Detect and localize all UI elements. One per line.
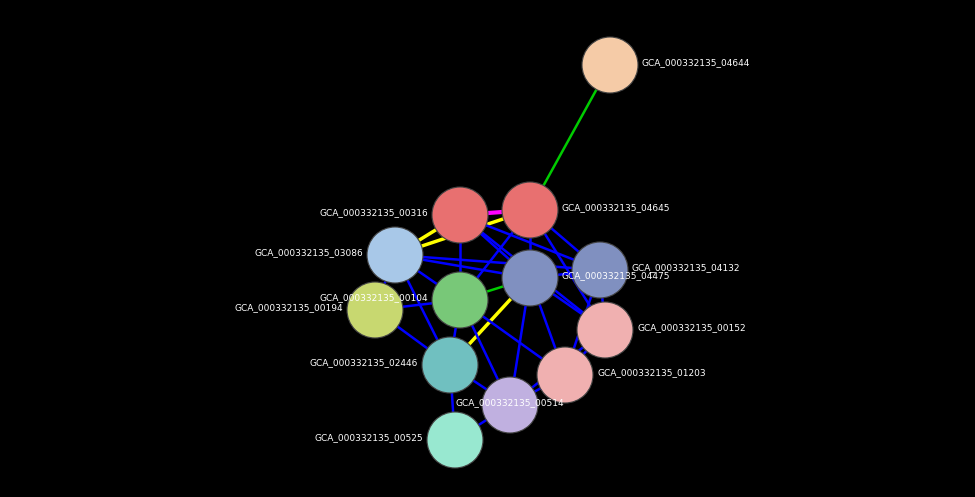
Text: GCA_000332135_00152: GCA_000332135_00152 bbox=[637, 324, 746, 332]
Text: GCA_000332135_00104: GCA_000332135_00104 bbox=[320, 294, 428, 303]
Circle shape bbox=[572, 242, 628, 298]
Text: GCA_000332135_04475: GCA_000332135_04475 bbox=[562, 271, 671, 280]
Circle shape bbox=[422, 337, 478, 393]
Text: GCA_000332135_00316: GCA_000332135_00316 bbox=[319, 209, 428, 218]
Text: GCA_000332135_01203: GCA_000332135_01203 bbox=[597, 368, 706, 378]
Text: GCA_000332135_00525: GCA_000332135_00525 bbox=[314, 433, 423, 442]
Circle shape bbox=[582, 37, 638, 93]
Circle shape bbox=[537, 347, 593, 403]
Circle shape bbox=[347, 282, 403, 338]
Text: GCA_000332135_00514: GCA_000332135_00514 bbox=[455, 399, 565, 408]
Circle shape bbox=[577, 302, 633, 358]
Text: GCA_000332135_02446: GCA_000332135_02446 bbox=[310, 358, 418, 367]
Circle shape bbox=[427, 412, 483, 468]
Circle shape bbox=[367, 227, 423, 283]
Circle shape bbox=[482, 377, 538, 433]
Text: GCA_000332135_04645: GCA_000332135_04645 bbox=[562, 203, 671, 213]
Text: GCA_000332135_04644: GCA_000332135_04644 bbox=[642, 59, 751, 68]
Text: GCA_000332135_03086: GCA_000332135_03086 bbox=[254, 248, 363, 257]
Circle shape bbox=[432, 272, 488, 328]
Text: GCA_000332135_04132: GCA_000332135_04132 bbox=[632, 263, 740, 272]
Circle shape bbox=[432, 187, 488, 243]
Circle shape bbox=[502, 250, 558, 306]
Circle shape bbox=[502, 182, 558, 238]
Text: GCA_000332135_00194: GCA_000332135_00194 bbox=[234, 304, 343, 313]
